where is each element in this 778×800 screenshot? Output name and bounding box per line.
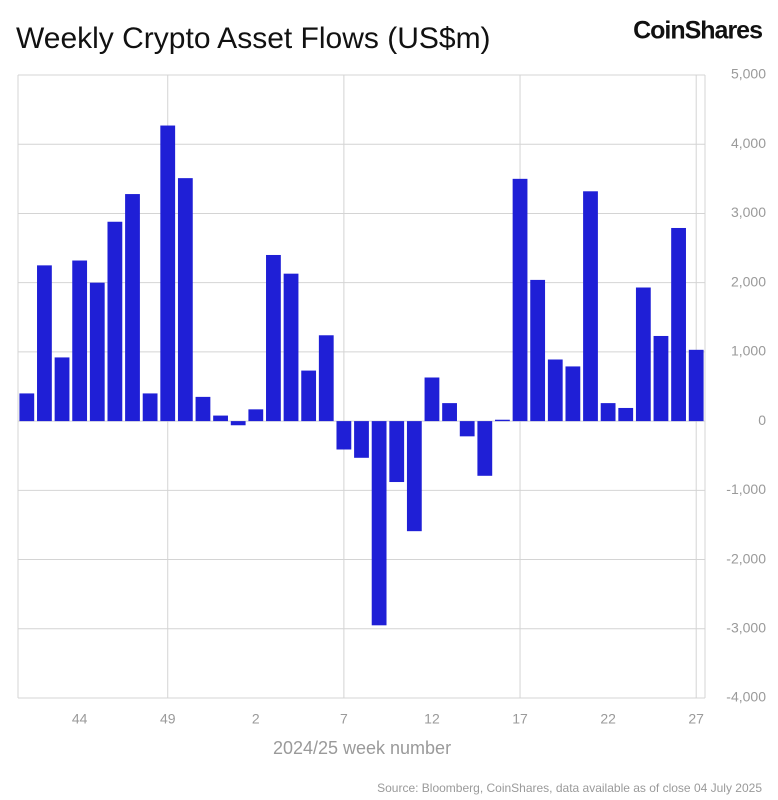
y-tick-label: 1,000 [731, 343, 766, 359]
y-tick-label: -3,000 [726, 619, 766, 635]
bar [671, 227, 686, 422]
bar [618, 407, 634, 422]
y-tick-label: 5,000 [731, 66, 766, 82]
bar [72, 260, 88, 422]
y-tick-label: 3,000 [731, 204, 766, 220]
bar [565, 366, 581, 422]
brand-logo: CoinShares [633, 17, 762, 45]
bar [442, 403, 457, 422]
bar [213, 415, 228, 422]
x-axis-label: 2024/25 week number [273, 738, 451, 758]
bar [195, 396, 211, 422]
bar [283, 273, 299, 422]
bar [248, 409, 264, 422]
y-tick-label: 2,000 [731, 273, 766, 289]
y-tick-label: 0 [758, 412, 766, 428]
bar [424, 377, 440, 422]
bar [477, 421, 493, 476]
bar [89, 282, 105, 422]
x-tick-label: 17 [512, 711, 528, 727]
bar [301, 370, 317, 422]
source-note: Source: Bloomberg, CoinShares, data avai… [377, 781, 762, 795]
bar [459, 421, 475, 437]
bar [583, 191, 598, 422]
bar [389, 421, 405, 483]
bar [177, 178, 193, 422]
x-tick-label: 12 [424, 711, 440, 727]
x-tick-label: 2 [252, 711, 260, 727]
bar [600, 403, 616, 422]
bar [142, 393, 158, 422]
bar [512, 178, 528, 422]
bar [406, 421, 422, 532]
bar [125, 194, 140, 422]
bar [688, 349, 704, 422]
bar [547, 359, 563, 422]
bar [37, 265, 52, 422]
bar [107, 221, 123, 422]
bar [19, 393, 35, 422]
bar [160, 125, 176, 422]
x-tick-label: 44 [72, 711, 88, 727]
bar [266, 254, 281, 422]
bar [230, 421, 246, 426]
bar [653, 335, 669, 422]
bar [635, 287, 651, 422]
bar [371, 421, 387, 626]
bar [336, 421, 352, 450]
bar [530, 279, 546, 422]
x-tick-label: 22 [600, 711, 616, 727]
y-tick-label: -4,000 [726, 689, 766, 705]
bar [354, 421, 369, 458]
bar [54, 357, 70, 422]
y-tick-label: 4,000 [731, 135, 766, 151]
bar [318, 335, 334, 422]
bar [495, 419, 510, 422]
x-tick-label: 49 [160, 711, 176, 727]
y-tick-label: -1,000 [726, 481, 766, 497]
chart-title: Weekly Crypto Asset Flows (US$m) [16, 22, 491, 55]
y-tick-label: -2,000 [726, 550, 766, 566]
x-tick-label: 27 [688, 711, 704, 727]
x-tick-label: 7 [340, 711, 348, 727]
